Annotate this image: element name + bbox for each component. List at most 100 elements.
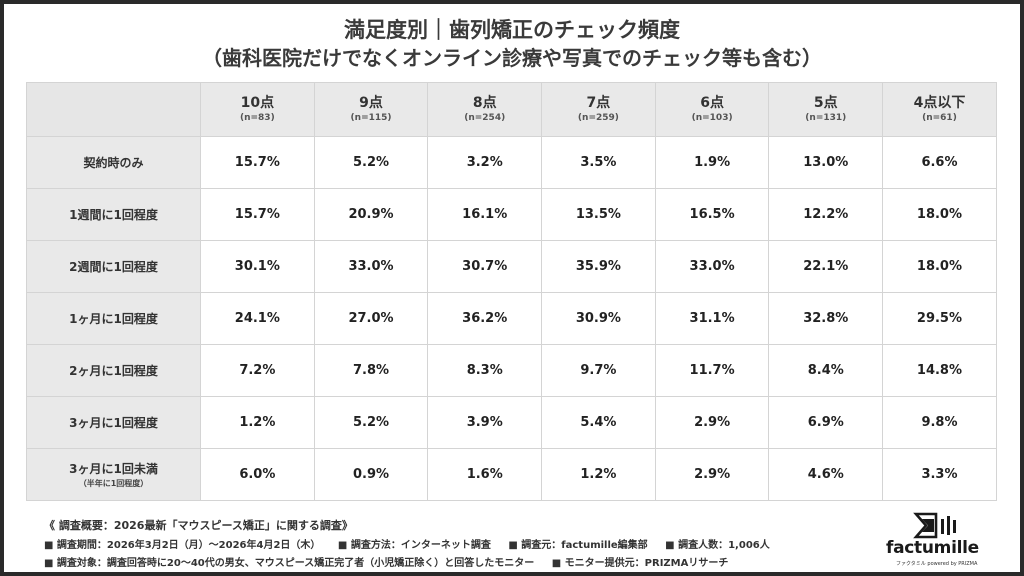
value-cell: 1.9% (654, 136, 770, 189)
column-header: 6点 (n=103) (654, 82, 770, 137)
row-header: 契約時のみ (26, 136, 201, 189)
table-body: 契約時のみ 15.7% 5.2% 3.2% 3.5% 1.9% 13.0% 6.6% 1週間に1… (26, 136, 997, 501)
survey-method: ■ 調査方法：インターネット調査 (337, 540, 491, 551)
survey-period: ■ 調査期間：2026年3月2日（月）〜2026年4月2日（木） (44, 540, 321, 551)
survey-count: ■ 調査人数：1,006人 (665, 540, 770, 551)
value-cell: 14.8% (882, 344, 997, 397)
chart-title: 満足度別｜歯列矯正のチェック頻度 (344, 18, 680, 42)
table-row: 3ヶ月に1回未満 （半年に1回程度） 6.0% 0.9% 1.6% 1.2% 2.9% 4.6… (26, 448, 997, 501)
column-label: 6点 (700, 95, 724, 111)
survey-heading: 《 調査概要：2026最新「マウスピース矯正」に関する調査》 (44, 519, 353, 532)
survey-target: ■ 調査対象：調査回答時に20〜40代の男女、マウスピース矯正完了者（小児矯正除… (44, 558, 535, 569)
column-label: 4点以下 (913, 95, 966, 111)
column-header: 4点以下 (n=61) (882, 82, 997, 137)
column-label: 5点 (813, 95, 838, 111)
value-cell: 18.0% (882, 240, 997, 293)
value-cell: 7.2% (200, 344, 315, 397)
value-cell: 7.8% (313, 344, 429, 397)
survey-provider: ■ モニター提供元：PRIZMAリサーチ (551, 558, 729, 569)
row-label: 3ヶ月に1回未満 (69, 462, 158, 476)
value-cell: 13.0% (768, 136, 884, 189)
value-cell: 5.2% (313, 396, 429, 449)
row-label: 2週間に1回程度 (69, 260, 158, 274)
table-row: 2ヶ月に1回程度 7.2% 7.8% 8.3% 9.7% 11.7% 8.4% 14.8% (26, 344, 997, 397)
table-row: 3ヶ月に1回程度 1.2% 5.2% 3.9% 5.4% 2.9% 6.9% 9.8% (26, 396, 997, 449)
value-cell: 15.7% (200, 136, 315, 189)
value-cell: 27.0% (313, 292, 429, 345)
value-cell: 8.3% (427, 344, 543, 397)
row-header: 1ヶ月に1回程度 (26, 292, 201, 345)
column-header: 5点 (n=131) (768, 82, 884, 137)
value-cell: 22.1% (768, 240, 884, 293)
value-cell: 36.2% (427, 292, 543, 345)
value-cell: 1.6% (427, 448, 543, 501)
column-header: 9点 (n=115) (313, 82, 429, 137)
value-cell: 18.0% (882, 188, 997, 241)
table-row: 2週間に1回程度 30.1% 33.0% 30.7% 35.9% 33.0% 22.1% 18… (26, 240, 997, 293)
table-row: 1ヶ月に1回程度 24.1% 27.0% 36.2% 30.9% 31.1% 32.8% 29… (26, 292, 997, 345)
value-cell: 35.9% (541, 240, 656, 293)
value-cell: 16.5% (654, 188, 770, 241)
value-cell: 3.9% (427, 396, 543, 449)
survey-info-line-2: ■ 調査対象：調査回答時に20〜40代の男女、マウスピース矯正完了者（小児矯正除… (44, 554, 742, 569)
row-header: 1週間に1回程度 (26, 188, 201, 241)
column-header: 8点 (n=254) (427, 82, 543, 137)
value-cell: 15.7% (200, 188, 315, 241)
value-cell: 6.9% (768, 396, 884, 449)
column-label: 10点 (240, 95, 275, 111)
column-label: 8点 (472, 95, 497, 111)
value-cell: 5.4% (541, 396, 656, 449)
row-label: 契約時のみ (83, 156, 144, 170)
value-cell: 0.9% (313, 448, 429, 501)
value-cell: 8.4% (768, 344, 884, 397)
row-header: 2週間に1回程度 (26, 240, 201, 293)
value-cell: 1.2% (541, 448, 656, 501)
value-cell: 30.7% (427, 240, 543, 293)
header-row: 10点 (n=83) 9点 (n=115) 8点 (n=254) 7点 (n=259) 6点 (n… (26, 82, 997, 137)
column-sample-size: (n=254) (464, 113, 506, 123)
value-cell: 3.2% (427, 136, 543, 189)
value-cell: 5.2% (313, 136, 429, 189)
frequency-table: 10点 (n=83) 9点 (n=115) 8点 (n=254) 7点 (n=259) 6点 (n… (26, 82, 997, 501)
survey-source: ■ 調査元：factumille編集部 (508, 540, 648, 551)
value-cell: 4.6% (768, 448, 884, 501)
survey-info-line-1: ■ 調査期間：2026年3月2日（月）〜2026年4月2日（木） ■ 調査方法：… (44, 536, 784, 551)
value-cell: 13.5% (541, 188, 656, 241)
value-cell: 11.7% (654, 344, 770, 397)
value-cell: 31.1% (654, 292, 770, 345)
value-cell: 2.9% (654, 448, 770, 501)
value-cell: 20.9% (313, 188, 429, 241)
row-label: 1ヶ月に1回程度 (69, 312, 158, 326)
value-cell: 29.5% (882, 292, 997, 345)
value-cell: 32.8% (768, 292, 884, 345)
factumille-logo-icon (913, 512, 956, 539)
column-sample-size: (n=131) (805, 113, 847, 123)
column-label: 7点 (586, 95, 611, 111)
column-sample-size: (n=61) (922, 113, 957, 123)
factumille-logo: factumille ファクタミル powered by PRIZMA (886, 510, 998, 570)
value-cell: 24.1% (200, 292, 315, 345)
table-row: 契約時のみ 15.7% 5.2% 3.2% 3.5% 1.9% 13.0% 6.6% (26, 136, 997, 189)
column-header: 10点 (n=83) (200, 82, 315, 137)
logo-tagline: ファクタミル powered by PRIZMA (896, 561, 978, 567)
column-sample-size: (n=103) (691, 113, 733, 123)
row-label: 2ヶ月に1回程度 (69, 364, 158, 378)
value-cell: 33.0% (654, 240, 770, 293)
value-cell: 30.1% (200, 240, 315, 293)
value-cell: 3.5% (541, 136, 656, 189)
value-cell: 16.1% (427, 188, 543, 241)
value-cell: 3.3% (882, 448, 997, 501)
value-cell: 6.0% (200, 448, 315, 501)
row-header: 3ヶ月に1回程度 (26, 396, 201, 449)
chart-subtitle: （歯科医院だけでなくオンライン診療や写真でのチェック等も含む） (202, 46, 822, 70)
row-sublabel: （半年に1回程度） (78, 479, 149, 488)
logo-wordmark: factumille (886, 538, 979, 558)
value-cell: 12.2% (768, 188, 884, 241)
value-cell: 6.6% (882, 136, 997, 189)
column-label: 9点 (359, 95, 383, 111)
value-cell: 30.9% (541, 292, 656, 345)
corner-cell (26, 82, 201, 137)
value-cell: 2.9% (654, 396, 770, 449)
row-label: 3ヶ月に1回程度 (69, 416, 158, 430)
row-header: 2ヶ月に1回程度 (26, 344, 201, 397)
